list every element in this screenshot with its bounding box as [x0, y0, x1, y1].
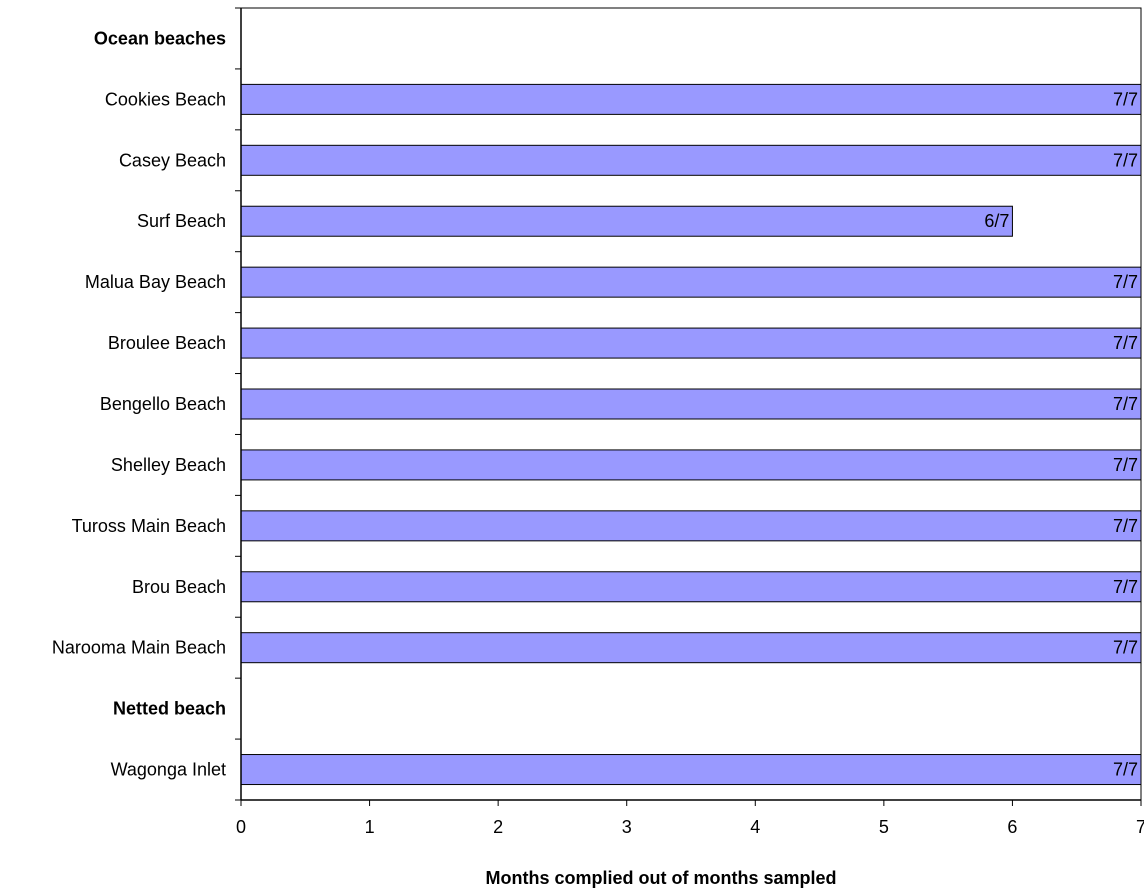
bar-data-label: 7/7	[1113, 150, 1138, 170]
x-tick-label: 1	[365, 817, 375, 837]
category-label: Cookies Beach	[105, 89, 226, 109]
category-label: Bengello Beach	[100, 394, 226, 414]
bar-data-label: 7/7	[1113, 272, 1138, 292]
x-tick-label: 6	[1007, 817, 1017, 837]
bar	[240, 510, 1142, 542]
category-label: Netted beach	[113, 699, 226, 719]
x-tick-label: 3	[622, 817, 632, 837]
bar	[240, 83, 1142, 115]
x-tick-label: 7	[1136, 817, 1144, 837]
category-label: Wagonga Inlet	[111, 760, 226, 780]
bar	[240, 388, 1142, 420]
bar-data-label: 7/7	[1113, 638, 1138, 658]
x-axis-title: Months complied out of months sampled	[486, 868, 837, 888]
bar	[240, 449, 1142, 481]
bar-data-label: 7/7	[1113, 394, 1138, 414]
bar	[240, 632, 1142, 664]
category-label: Malua Bay Beach	[85, 272, 226, 292]
category-label: Narooma Main Beach	[52, 638, 226, 658]
bar	[240, 571, 1142, 603]
bar	[240, 754, 1142, 786]
x-tick-label: 2	[493, 817, 503, 837]
bar	[240, 266, 1142, 298]
bar-data-label: 7/7	[1113, 577, 1138, 597]
bar-data-label: 7/7	[1113, 333, 1138, 353]
bar-data-label: 7/7	[1113, 516, 1138, 536]
x-tick-label: 0	[236, 817, 246, 837]
category-label: Brou Beach	[132, 577, 226, 597]
category-label: Shelley Beach	[111, 455, 226, 475]
category-label: Broulee Beach	[108, 333, 226, 353]
category-label: Casey Beach	[119, 150, 226, 170]
bar	[240, 205, 1013, 237]
bar	[240, 144, 1142, 176]
plot-area: Ocean beaches Cookies Beach 7/7 Casey Beach…	[52, 7, 1144, 837]
category-label: Ocean beaches	[94, 28, 226, 48]
bar	[240, 327, 1142, 359]
bar-data-label: 7/7	[1113, 455, 1138, 475]
bar-data-label: 6/7	[984, 211, 1009, 231]
category-label: Tuross Main Beach	[72, 516, 226, 536]
bar-data-label: 7/7	[1113, 760, 1138, 780]
x-tick-label: 4	[750, 817, 760, 837]
category-label: Surf Beach	[137, 211, 226, 231]
x-tick-label: 5	[879, 817, 889, 837]
bar-data-label: 7/7	[1113, 89, 1138, 109]
